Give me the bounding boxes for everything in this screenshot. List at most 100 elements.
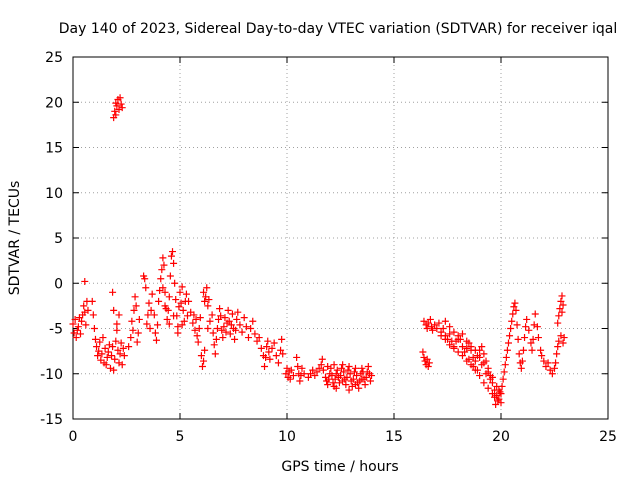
data-point bbox=[143, 320, 151, 328]
data-point bbox=[551, 364, 558, 372]
data-point bbox=[344, 366, 352, 374]
data-point bbox=[476, 372, 484, 380]
data-point bbox=[165, 293, 173, 301]
data-point bbox=[504, 339, 512, 347]
data-point bbox=[159, 284, 167, 292]
data-point bbox=[104, 348, 112, 356]
data-point bbox=[198, 363, 206, 371]
data-point bbox=[328, 372, 336, 380]
data-point bbox=[318, 355, 326, 363]
data-point bbox=[531, 310, 539, 318]
data-point bbox=[345, 386, 353, 394]
data-point bbox=[238, 328, 246, 336]
data-point bbox=[150, 311, 158, 319]
data-point bbox=[513, 321, 521, 329]
grid-lines bbox=[73, 57, 608, 419]
data-point bbox=[424, 319, 432, 327]
data-point bbox=[473, 366, 481, 374]
data-point bbox=[147, 306, 155, 314]
data-point bbox=[349, 375, 357, 383]
data-point bbox=[499, 375, 507, 383]
data-point bbox=[113, 320, 121, 328]
data-point bbox=[175, 303, 183, 311]
data-point bbox=[439, 325, 447, 332]
data-point bbox=[185, 297, 193, 305]
data-point bbox=[127, 334, 135, 342]
data-point bbox=[329, 379, 337, 387]
data-point bbox=[169, 248, 177, 256]
data-point bbox=[330, 361, 338, 369]
data-point bbox=[98, 350, 106, 358]
data-point bbox=[116, 350, 124, 358]
data-point bbox=[482, 370, 490, 378]
y-tick-label: -15 bbox=[40, 412, 63, 428]
data-point bbox=[90, 325, 98, 332]
data-point bbox=[511, 299, 519, 307]
data-point bbox=[463, 344, 471, 352]
data-point bbox=[194, 338, 202, 346]
data-point bbox=[278, 335, 286, 343]
data-point bbox=[145, 299, 153, 307]
data-point bbox=[96, 338, 104, 346]
data-point bbox=[313, 368, 321, 376]
data-point bbox=[114, 346, 122, 354]
data-point bbox=[253, 337, 261, 345]
data-point bbox=[88, 297, 96, 305]
data-point bbox=[94, 352, 102, 360]
data-point bbox=[491, 393, 499, 401]
data-point bbox=[74, 323, 82, 331]
data-point bbox=[319, 366, 327, 374]
data-point bbox=[174, 329, 182, 337]
data-point bbox=[167, 252, 175, 260]
data-point bbox=[286, 375, 294, 383]
data-point bbox=[420, 353, 428, 361]
data-point bbox=[204, 302, 212, 310]
data-point bbox=[203, 284, 211, 292]
data-point bbox=[555, 312, 563, 320]
data-point bbox=[427, 323, 435, 331]
data-point bbox=[454, 335, 462, 343]
data-point bbox=[99, 334, 107, 342]
data-point bbox=[471, 357, 479, 365]
data-point bbox=[500, 368, 508, 376]
data-point bbox=[552, 359, 560, 367]
data-point bbox=[433, 325, 441, 332]
data-point bbox=[220, 323, 228, 331]
data-point bbox=[209, 329, 217, 337]
x-tick-label: 25 bbox=[599, 429, 617, 445]
data-point bbox=[170, 312, 178, 320]
data-point bbox=[205, 296, 213, 304]
data-point bbox=[200, 357, 208, 365]
data-point bbox=[154, 321, 162, 329]
data-point bbox=[294, 363, 302, 371]
data-point bbox=[537, 346, 545, 354]
data-point bbox=[454, 348, 462, 356]
data-point bbox=[221, 314, 229, 322]
data-point bbox=[480, 350, 488, 358]
data-point bbox=[368, 372, 376, 380]
data-point bbox=[435, 319, 443, 327]
data-point bbox=[426, 315, 434, 323]
data-point bbox=[542, 363, 550, 371]
data-point bbox=[212, 335, 220, 343]
data-point bbox=[232, 326, 240, 334]
data-point bbox=[176, 288, 184, 296]
data-point bbox=[226, 330, 234, 338]
data-point bbox=[206, 317, 214, 325]
data-point bbox=[227, 321, 235, 329]
data-point bbox=[157, 275, 165, 283]
data-point bbox=[222, 328, 230, 336]
data-point bbox=[521, 334, 529, 342]
data-point bbox=[544, 359, 552, 367]
data-point bbox=[84, 306, 92, 314]
data-point bbox=[311, 372, 319, 380]
x-tick-label: 5 bbox=[176, 429, 185, 445]
data-point bbox=[69, 320, 77, 328]
data-point bbox=[345, 363, 353, 371]
data-point bbox=[514, 335, 522, 343]
y-tick-label: 10 bbox=[45, 186, 63, 202]
data-point bbox=[165, 320, 173, 328]
y-axis-label: SDTVAR / TECUs bbox=[7, 181, 23, 296]
data-point bbox=[208, 311, 216, 319]
y-tick-label: 15 bbox=[45, 141, 63, 157]
